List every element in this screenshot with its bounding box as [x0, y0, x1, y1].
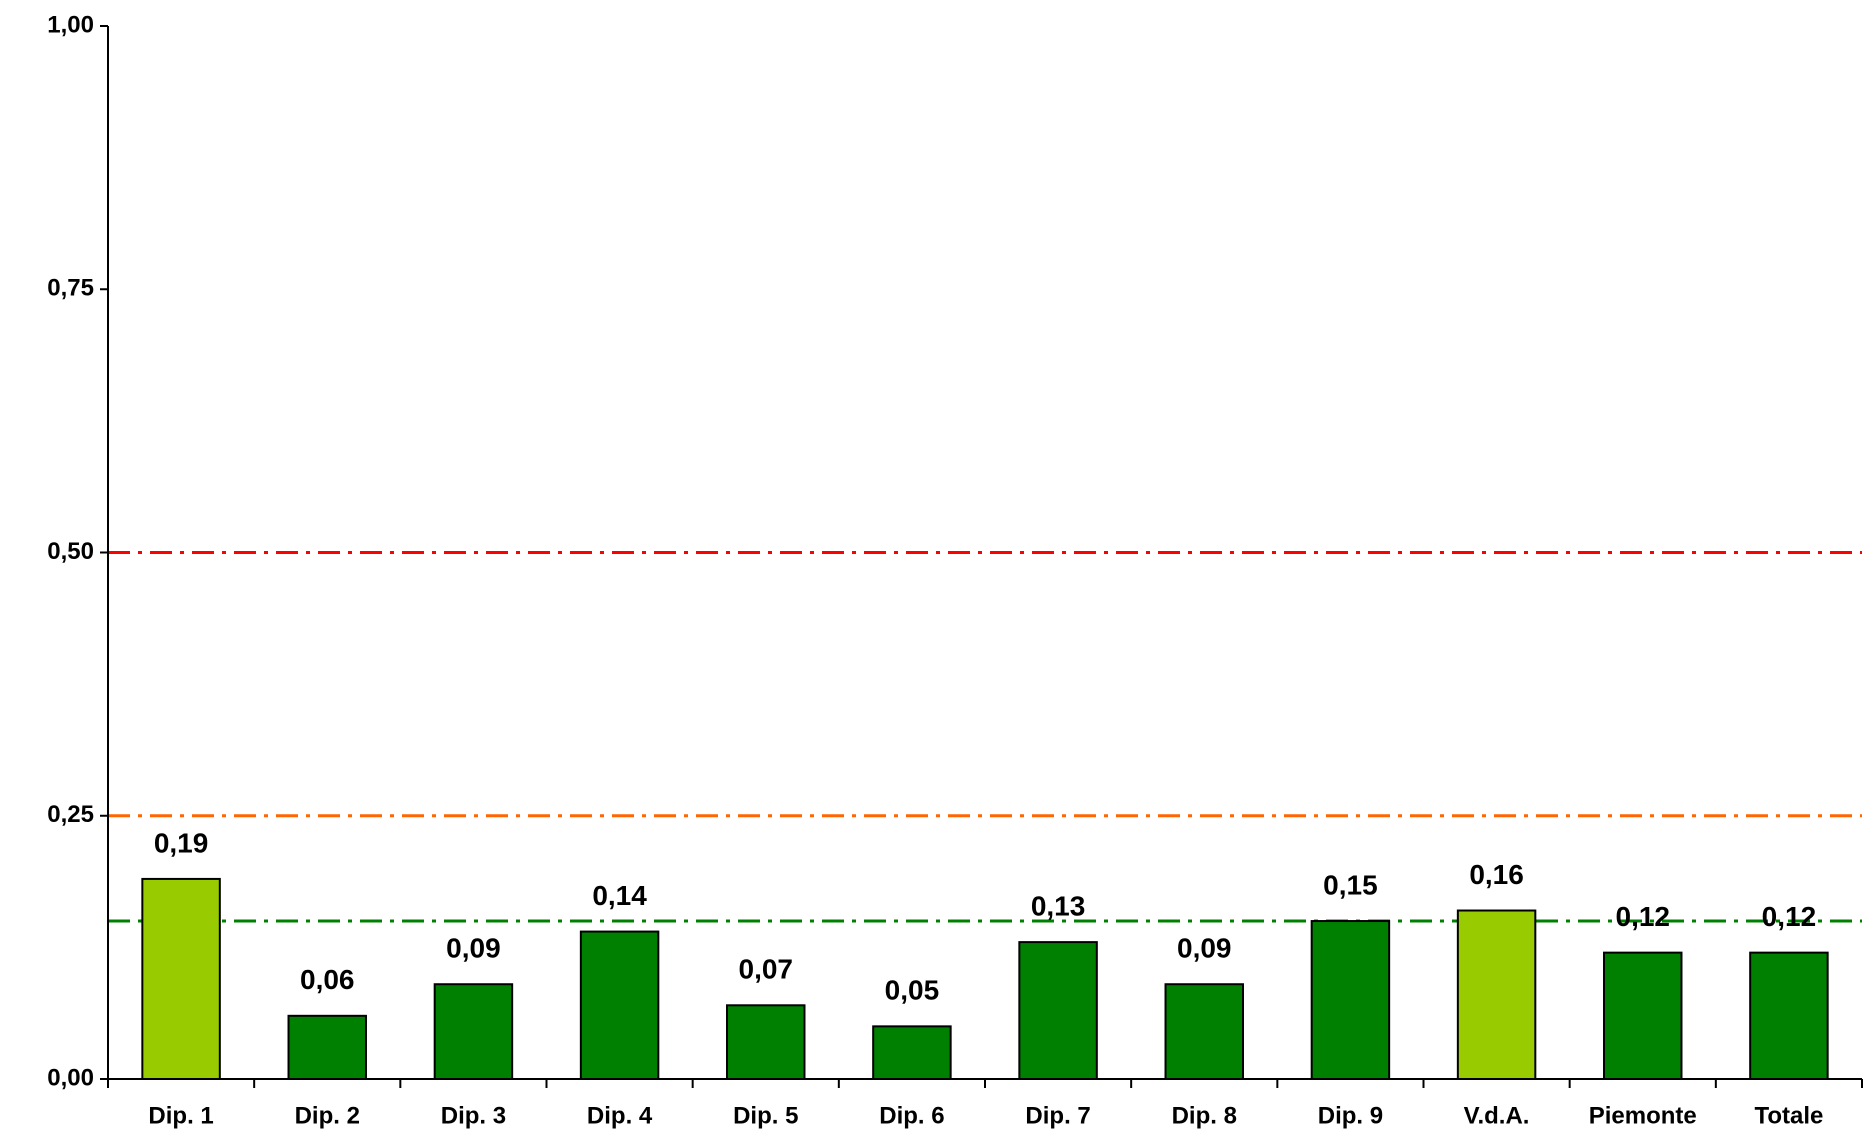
x-tick-label: Totale — [1754, 1102, 1823, 1129]
bar — [1018, 941, 1098, 1080]
bar — [287, 1014, 367, 1081]
x-tick-label: Dip. 9 — [1318, 1102, 1383, 1129]
data-label: 0,07 — [739, 954, 794, 985]
bar — [1603, 951, 1683, 1081]
data-label: 0,09 — [446, 933, 501, 964]
bar — [872, 1025, 952, 1080]
y-tick-label: 1,00 — [47, 11, 94, 38]
bar — [1456, 909, 1537, 1081]
bar — [1749, 951, 1829, 1081]
x-tick-label: Dip. 8 — [1172, 1102, 1237, 1129]
data-label: 0,12 — [1762, 901, 1817, 932]
x-tick-label: Dip. 5 — [733, 1102, 798, 1129]
bar — [726, 1004, 806, 1080]
data-label: 0,12 — [1616, 901, 1671, 932]
data-label: 0,06 — [300, 964, 355, 995]
bar — [141, 877, 221, 1080]
data-label: 0,19 — [154, 827, 209, 858]
bar — [433, 983, 514, 1080]
y-tick-label: 0,50 — [47, 538, 94, 565]
x-tick-label: Dip. 7 — [1025, 1102, 1090, 1129]
y-tick-label: 0,75 — [47, 275, 94, 302]
data-label: 0,14 — [592, 880, 647, 911]
x-tick-label: V.d.A. — [1464, 1102, 1530, 1129]
x-tick-label: Dip. 3 — [441, 1102, 506, 1129]
x-tick-label: Dip. 1 — [148, 1102, 213, 1129]
data-label: 0,15 — [1323, 869, 1378, 900]
x-tick-label: Dip. 6 — [879, 1102, 944, 1129]
x-tick-label: Piemonte — [1589, 1102, 1697, 1129]
bar — [1310, 920, 1391, 1080]
data-label: 0,13 — [1031, 891, 1086, 922]
data-label: 0,05 — [885, 975, 940, 1006]
y-tick-label: 0,25 — [47, 801, 94, 828]
data-label: 0,09 — [1177, 933, 1232, 964]
bar — [1164, 983, 1244, 1080]
data-label: 0,16 — [1469, 859, 1524, 890]
y-tick-label: 0,00 — [47, 1064, 94, 1091]
x-tick-label: Dip. 4 — [587, 1102, 653, 1129]
bar — [579, 930, 660, 1081]
x-tick-label: Dip. 2 — [295, 1102, 360, 1129]
